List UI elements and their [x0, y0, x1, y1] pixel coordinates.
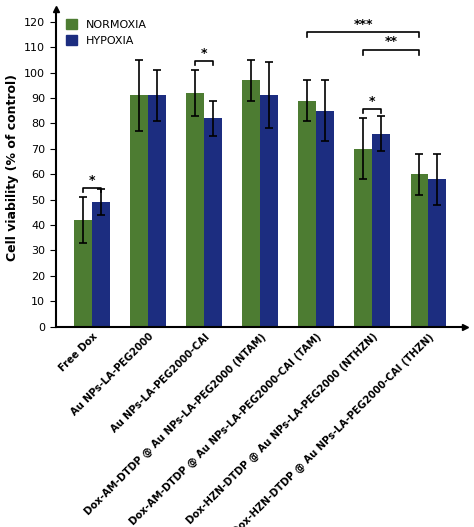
Bar [74, 220, 92, 327]
Y-axis label: Cell viability (% of control): Cell viability (% of control) [6, 74, 18, 261]
Text: ***: *** [354, 17, 373, 31]
Bar [186, 93, 204, 327]
Text: *: * [201, 47, 208, 60]
Bar [355, 149, 373, 327]
Bar [373, 133, 390, 327]
Bar [204, 119, 222, 327]
Bar [242, 80, 260, 327]
Text: *: * [369, 95, 375, 108]
Bar [299, 101, 316, 327]
Text: **: ** [385, 35, 398, 48]
Bar [428, 179, 447, 327]
Bar [260, 95, 278, 327]
Bar [92, 202, 110, 327]
Legend: NORMOXIA, HYPOXIA: NORMOXIA, HYPOXIA [61, 15, 151, 51]
Bar [410, 174, 428, 327]
Bar [130, 95, 148, 327]
Bar [316, 111, 334, 327]
Bar [148, 95, 166, 327]
Text: *: * [89, 174, 95, 187]
